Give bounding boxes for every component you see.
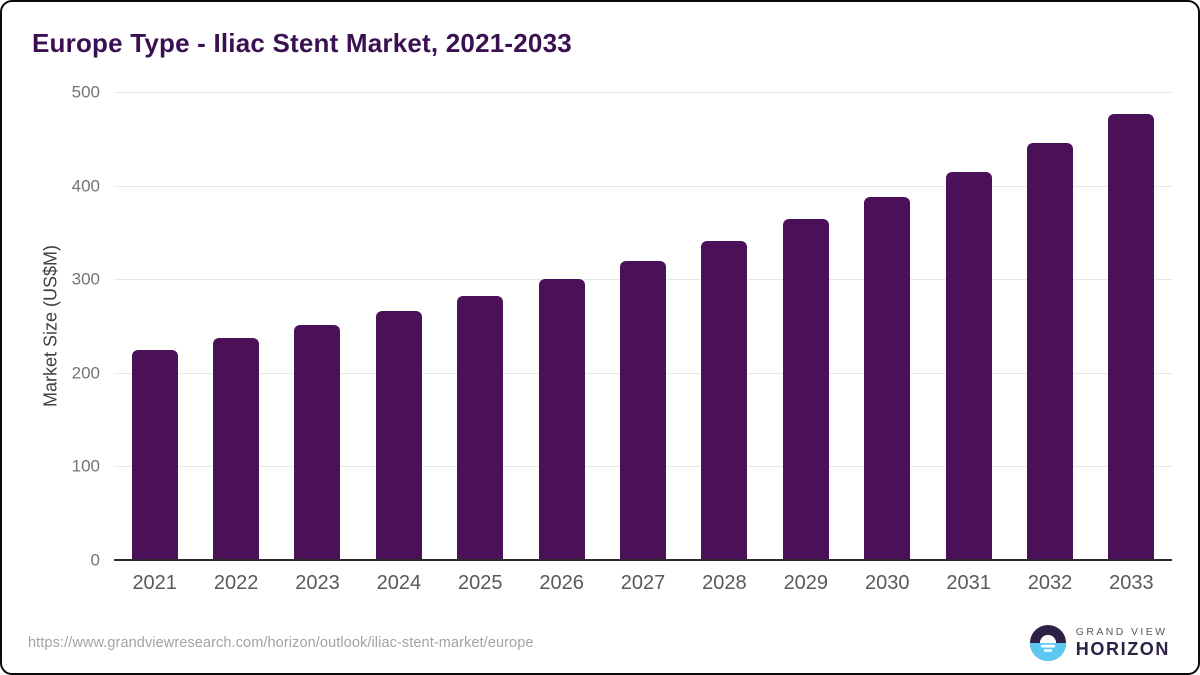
plot-area: Market Size (US$M) 0 100 200 300 400 500 2021… — [41, 84, 1172, 594]
bars-layer — [114, 92, 1172, 560]
bar-2029 — [782, 219, 829, 560]
bar-2021 — [131, 350, 178, 560]
x-tick-label-2028: 2028 — [702, 572, 747, 594]
x-tick-label-2032: 2032 — [1027, 572, 1073, 594]
x-tick-label-2033: 2033 — [1109, 572, 1154, 594]
gridline-500 — [114, 92, 1172, 93]
x-tick-label-2021: 2021 — [132, 572, 177, 594]
x-tick-label-2025: 2025 — [458, 572, 503, 594]
bar-band-2027 — [602, 92, 683, 560]
bar-band-2021 — [114, 92, 195, 560]
bar-2031 — [945, 171, 992, 560]
sunrise-circle-icon — [1029, 624, 1066, 662]
x-axis-labels: 2021 2022 2023 2024 2025 2026 2027 2028 2029 2030… — [114, 572, 1172, 595]
y-tick-label-100: 100 — [71, 456, 100, 476]
y-tick-label-400: 400 — [71, 176, 100, 196]
bar-band-2032 — [1009, 92, 1090, 560]
bar-band-2031 — [928, 92, 1009, 560]
bar-2028 — [701, 240, 748, 560]
x-tick-label-2031: 2031 — [946, 572, 991, 594]
y-tick-label-300: 300 — [71, 269, 100, 289]
chart-title: Europe Type - Iliac Stent Market, 2021-2… — [32, 28, 572, 58]
bar-band-2025 — [440, 92, 521, 560]
footer: https://www.grandviewresearch.com/horizo… — [28, 620, 1170, 666]
y-tick-label-200: 200 — [71, 363, 100, 383]
grand-view-horizon-logo: GRAND VIEW HORIZON — [1029, 624, 1170, 662]
bar-band-2028 — [684, 92, 765, 560]
bar-2025 — [457, 296, 504, 560]
x-tick-label-2022: 2022 — [213, 572, 259, 594]
bar-2027 — [620, 261, 667, 560]
bar-band-2022 — [195, 92, 276, 560]
bar-band-2023 — [277, 92, 358, 560]
y-tick-label-500: 500 — [71, 82, 100, 102]
bar-band-2030 — [847, 92, 928, 560]
x-tick-label-2029: 2029 — [783, 572, 829, 594]
x-tick-label-2024: 2024 — [376, 572, 422, 594]
logo-line-grand-view: GRAND VIEW — [1075, 626, 1168, 639]
bar-2023 — [294, 325, 341, 560]
x-tick-label-2026: 2026 — [539, 572, 584, 594]
bar-2024 — [375, 311, 422, 560]
logo-text: GRAND VIEW HORIZON — [1076, 626, 1170, 660]
x-tick-label-2027: 2027 — [620, 572, 666, 594]
bar-2033 — [1108, 113, 1155, 560]
bar-band-2033 — [1091, 92, 1172, 560]
bar-band-2029 — [765, 92, 846, 560]
bar-band-2024 — [358, 92, 439, 560]
bar-band-2026 — [521, 92, 602, 560]
bar-2032 — [1026, 143, 1073, 560]
gridline-400 — [114, 185, 1172, 187]
y-axis-title: Market Size (US$M) — [40, 244, 61, 408]
x-axis-line — [114, 559, 1172, 561]
bar-2030 — [864, 196, 911, 560]
x-tick-label-2023: 2023 — [295, 572, 340, 594]
source-url: https://www.grandviewresearch.com/horizo… — [28, 635, 534, 651]
x-tick-label-2030: 2030 — [864, 572, 910, 594]
bar-2022 — [213, 338, 260, 560]
logo-line-horizon: HORIZON — [1075, 639, 1170, 660]
bar-2026 — [538, 279, 585, 560]
y-tick-label-0: 0 — [90, 550, 100, 570]
